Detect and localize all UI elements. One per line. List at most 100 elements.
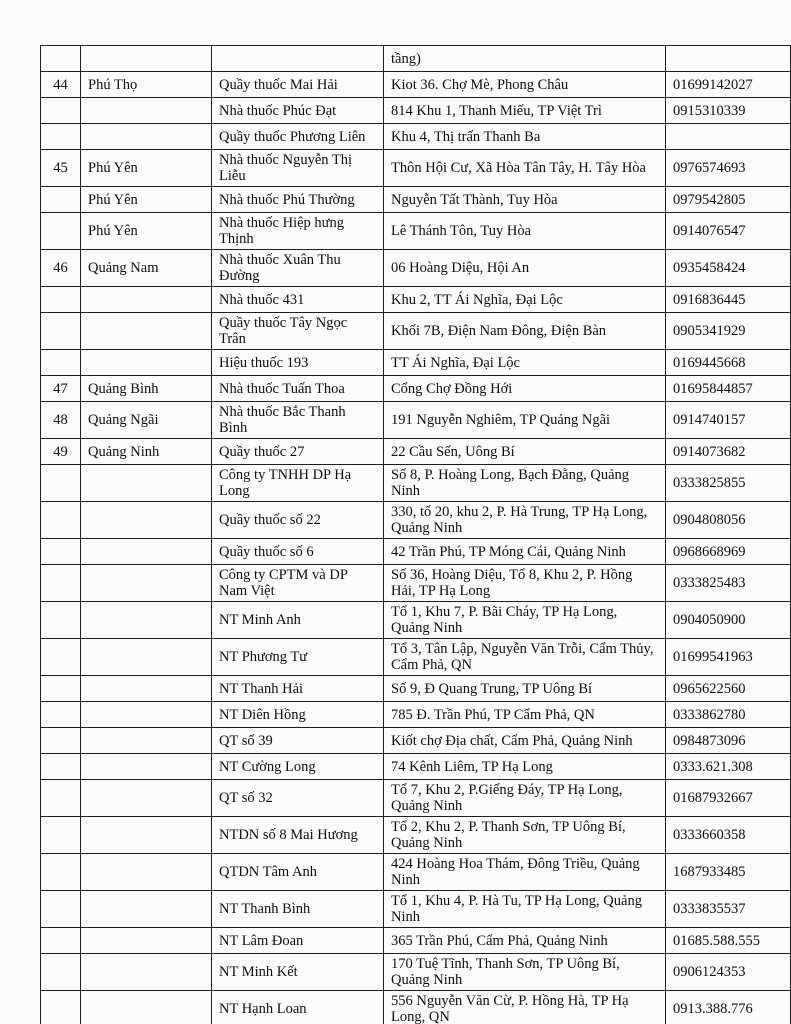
cell-province: Phú Yên bbox=[80, 186, 212, 213]
table-row: Hiệu thuốc 193 TT Ái Nghĩa, Đại Lộc 016944… bbox=[40, 349, 791, 376]
cell-name: Công ty CPTM và DP Nam Việt bbox=[211, 564, 384, 602]
cell-address: 365 Trần Phú, Cẩm Phả, Quảng Ninh bbox=[383, 927, 666, 954]
cell-name: Quầy thuốc Tây Ngọc Trân bbox=[211, 312, 384, 350]
cell-address: Số 36, Hoàng Diệu, Tổ 8, Khu 2, P. Hồng … bbox=[383, 564, 666, 602]
table-row: NT Thanh Hải Số 9, Đ Quang Trung, TP Uông… bbox=[40, 675, 791, 702]
cell-no bbox=[40, 927, 81, 954]
cell-province bbox=[80, 853, 212, 891]
cell-no bbox=[40, 853, 81, 891]
cell-phone: 0904808056 bbox=[665, 501, 791, 539]
cell-province bbox=[80, 753, 212, 780]
cell-address: Khối 7B, Điện Nam Đông, Điện Bàn bbox=[383, 312, 666, 350]
cell-phone: 0333825483 bbox=[665, 564, 791, 602]
cell-no bbox=[40, 990, 81, 1024]
cell-no bbox=[40, 779, 81, 817]
cell-no bbox=[40, 701, 81, 728]
cell-address: Cổng Chợ Đồng Hới bbox=[383, 375, 666, 402]
cell-address: 330, tổ 20, khu 2, P. Hà Trung, TP Hạ Lo… bbox=[383, 501, 666, 539]
cell-address: Số 8, P. Hoàng Long, Bạch Đằng, Quảng Ni… bbox=[383, 464, 666, 502]
cell-no bbox=[40, 349, 81, 376]
cell-address: 170 Tuệ Tĩnh, Thanh Sơn, TP Uông Bí, Quả… bbox=[383, 953, 666, 991]
cell-address: Tổ 1, Khu 7, P. Bãi Cháy, TP Hạ Long, Qu… bbox=[383, 601, 666, 639]
cell-name: QT số 32 bbox=[211, 779, 384, 817]
cell-province bbox=[80, 601, 212, 639]
cell-name: NT Thanh Hải bbox=[211, 675, 384, 702]
cell-province bbox=[80, 349, 212, 376]
table-row: QT số 32 Tổ 7, Khu 2, P.Giếng Đáy, TP Hạ … bbox=[40, 779, 791, 817]
cell-phone: 0904050900 bbox=[665, 601, 791, 639]
cell-name: NT Minh Kết bbox=[211, 953, 384, 991]
cell-phone: 0333862780 bbox=[665, 701, 791, 728]
cell-phone: 0915310339 bbox=[665, 97, 791, 124]
cell-no bbox=[40, 212, 81, 250]
cell-province: Quảng Nam bbox=[80, 249, 212, 287]
cell-province bbox=[80, 890, 212, 928]
cell-name: Quầy thuốc Phương Liên bbox=[211, 123, 384, 150]
cell-phone: 0333825855 bbox=[665, 464, 791, 502]
table-row: Nhà thuốc 431 Khu 2, TT Ái Nghĩa, Đại Lộc… bbox=[40, 286, 791, 313]
cell-no bbox=[40, 501, 81, 539]
cell-phone: 0935458424 bbox=[665, 249, 791, 287]
cell-name: NT Thanh Bình bbox=[211, 890, 384, 928]
cell-name: Nhà thuốc Phú Thường bbox=[211, 186, 384, 213]
table-row: Phú Yên Nhà thuốc Phú Thường Nguyễn Tất Th… bbox=[40, 186, 791, 213]
cell-phone: 0976574693 bbox=[665, 149, 791, 187]
cell-phone: 01699541963 bbox=[665, 638, 791, 676]
cell-phone: 0979542805 bbox=[665, 186, 791, 213]
cell-address: 191 Nguyễn Nghiêm, TP Quảng Ngãi bbox=[383, 401, 666, 439]
cell-phone: 0914073682 bbox=[665, 438, 791, 465]
cell-address: 06 Hoàng Diệu, Hội An bbox=[383, 249, 666, 287]
cell-name: Quầy thuốc số 22 bbox=[211, 501, 384, 539]
cell-no bbox=[40, 45, 81, 72]
table-row: Công ty TNHH DP Hạ Long Số 8, P. Hoàng Lo… bbox=[40, 464, 791, 502]
cell-address: Kiot 36. Chợ Mè, Phong Châu bbox=[383, 71, 666, 98]
cell-phone: 0965622560 bbox=[665, 675, 791, 702]
cell-province bbox=[80, 97, 212, 124]
cell-name: Nhà thuốc Xuân Thu Đường bbox=[211, 249, 384, 287]
cell-no bbox=[40, 890, 81, 928]
table-row: 46 Quảng Nam Nhà thuốc Xuân Thu Đường 06 Ho… bbox=[40, 249, 791, 287]
cell-province bbox=[80, 286, 212, 313]
cell-no bbox=[40, 123, 81, 150]
cell-address: 424 Hoàng Hoa Thám, Đông Triều, Quảng Ni… bbox=[383, 853, 666, 891]
cell-province bbox=[80, 927, 212, 954]
table-row: 45 Phú Yên Nhà thuốc Nguyễn Thị Liễu Thôn H… bbox=[40, 149, 791, 187]
cell-no: 47 bbox=[40, 375, 81, 402]
cell-name: Nhà thuốc 431 bbox=[211, 286, 384, 313]
cell-province bbox=[80, 953, 212, 991]
cell-phone: 01699142027 bbox=[665, 71, 791, 98]
cell-phone: 0333.621.308 bbox=[665, 753, 791, 780]
cell-phone: 0914076547 bbox=[665, 212, 791, 250]
table-row: Phú Yên Nhà thuốc Hiệp hưng Thịnh Lê Thánh… bbox=[40, 212, 791, 250]
table-row: Quầy thuốc số 6 42 Trần Phú, TP Móng Cái,… bbox=[40, 538, 791, 565]
cell-phone: 0916836445 bbox=[665, 286, 791, 313]
cell-name: NT Cường Long bbox=[211, 753, 384, 780]
cell-province bbox=[80, 464, 212, 502]
table-row: QTDN Tâm Anh 424 Hoàng Hoa Thám, Đông Tri… bbox=[40, 853, 791, 891]
cell-name: NT Lâm Đoan bbox=[211, 927, 384, 954]
cell-no bbox=[40, 564, 81, 602]
cell-province bbox=[80, 816, 212, 854]
cell-name: QTDN Tâm Anh bbox=[211, 853, 384, 891]
table-row: Quầy thuốc số 22 330, tổ 20, khu 2, P. Hà… bbox=[40, 501, 791, 539]
cell-province: Phú Yên bbox=[80, 212, 212, 250]
cell-no bbox=[40, 97, 81, 124]
cell-phone: 0333835537 bbox=[665, 890, 791, 928]
cell-no bbox=[40, 186, 81, 213]
cell-province: Quảng Ngãi bbox=[80, 401, 212, 439]
cell-name: NT Hạnh Loan bbox=[211, 990, 384, 1024]
cell-no: 46 bbox=[40, 249, 81, 287]
cell-phone: 0169445668 bbox=[665, 349, 791, 376]
cell-address: 814 Khu 1, Thanh Miếu, TP Việt Trì bbox=[383, 97, 666, 124]
table-row: QT số 39 Kiốt chợ Địa chất, Cẩm Phả, Quản… bbox=[40, 727, 791, 754]
cell-no bbox=[40, 638, 81, 676]
table-row: NT Cường Long 74 Kênh Liêm, TP Hạ Long 033… bbox=[40, 753, 791, 780]
cell-address: Khu 4, Thị trấn Thanh Ba bbox=[383, 123, 666, 150]
table-row: Công ty CPTM và DP Nam Việt Số 36, Hoàng … bbox=[40, 564, 791, 602]
table-row: NT Thanh Bình Tổ 1, Khu 4, P. Hà Tu, TP H… bbox=[40, 890, 791, 928]
cell-no bbox=[40, 312, 81, 350]
cell-address: Lê Thánh Tôn, Tuy Hòa bbox=[383, 212, 666, 250]
cell-no bbox=[40, 816, 81, 854]
cell-address: Tổ 1, Khu 4, P. Hà Tu, TP Hạ Long, Quảng… bbox=[383, 890, 666, 928]
cell-address: Nguyễn Tất Thành, Tuy Hòa bbox=[383, 186, 666, 213]
